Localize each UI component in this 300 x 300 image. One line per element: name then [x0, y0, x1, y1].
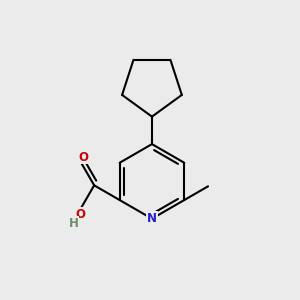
Text: H: H: [69, 217, 79, 230]
Text: N: N: [147, 212, 157, 225]
Text: O: O: [78, 151, 88, 164]
Text: O: O: [75, 208, 85, 221]
